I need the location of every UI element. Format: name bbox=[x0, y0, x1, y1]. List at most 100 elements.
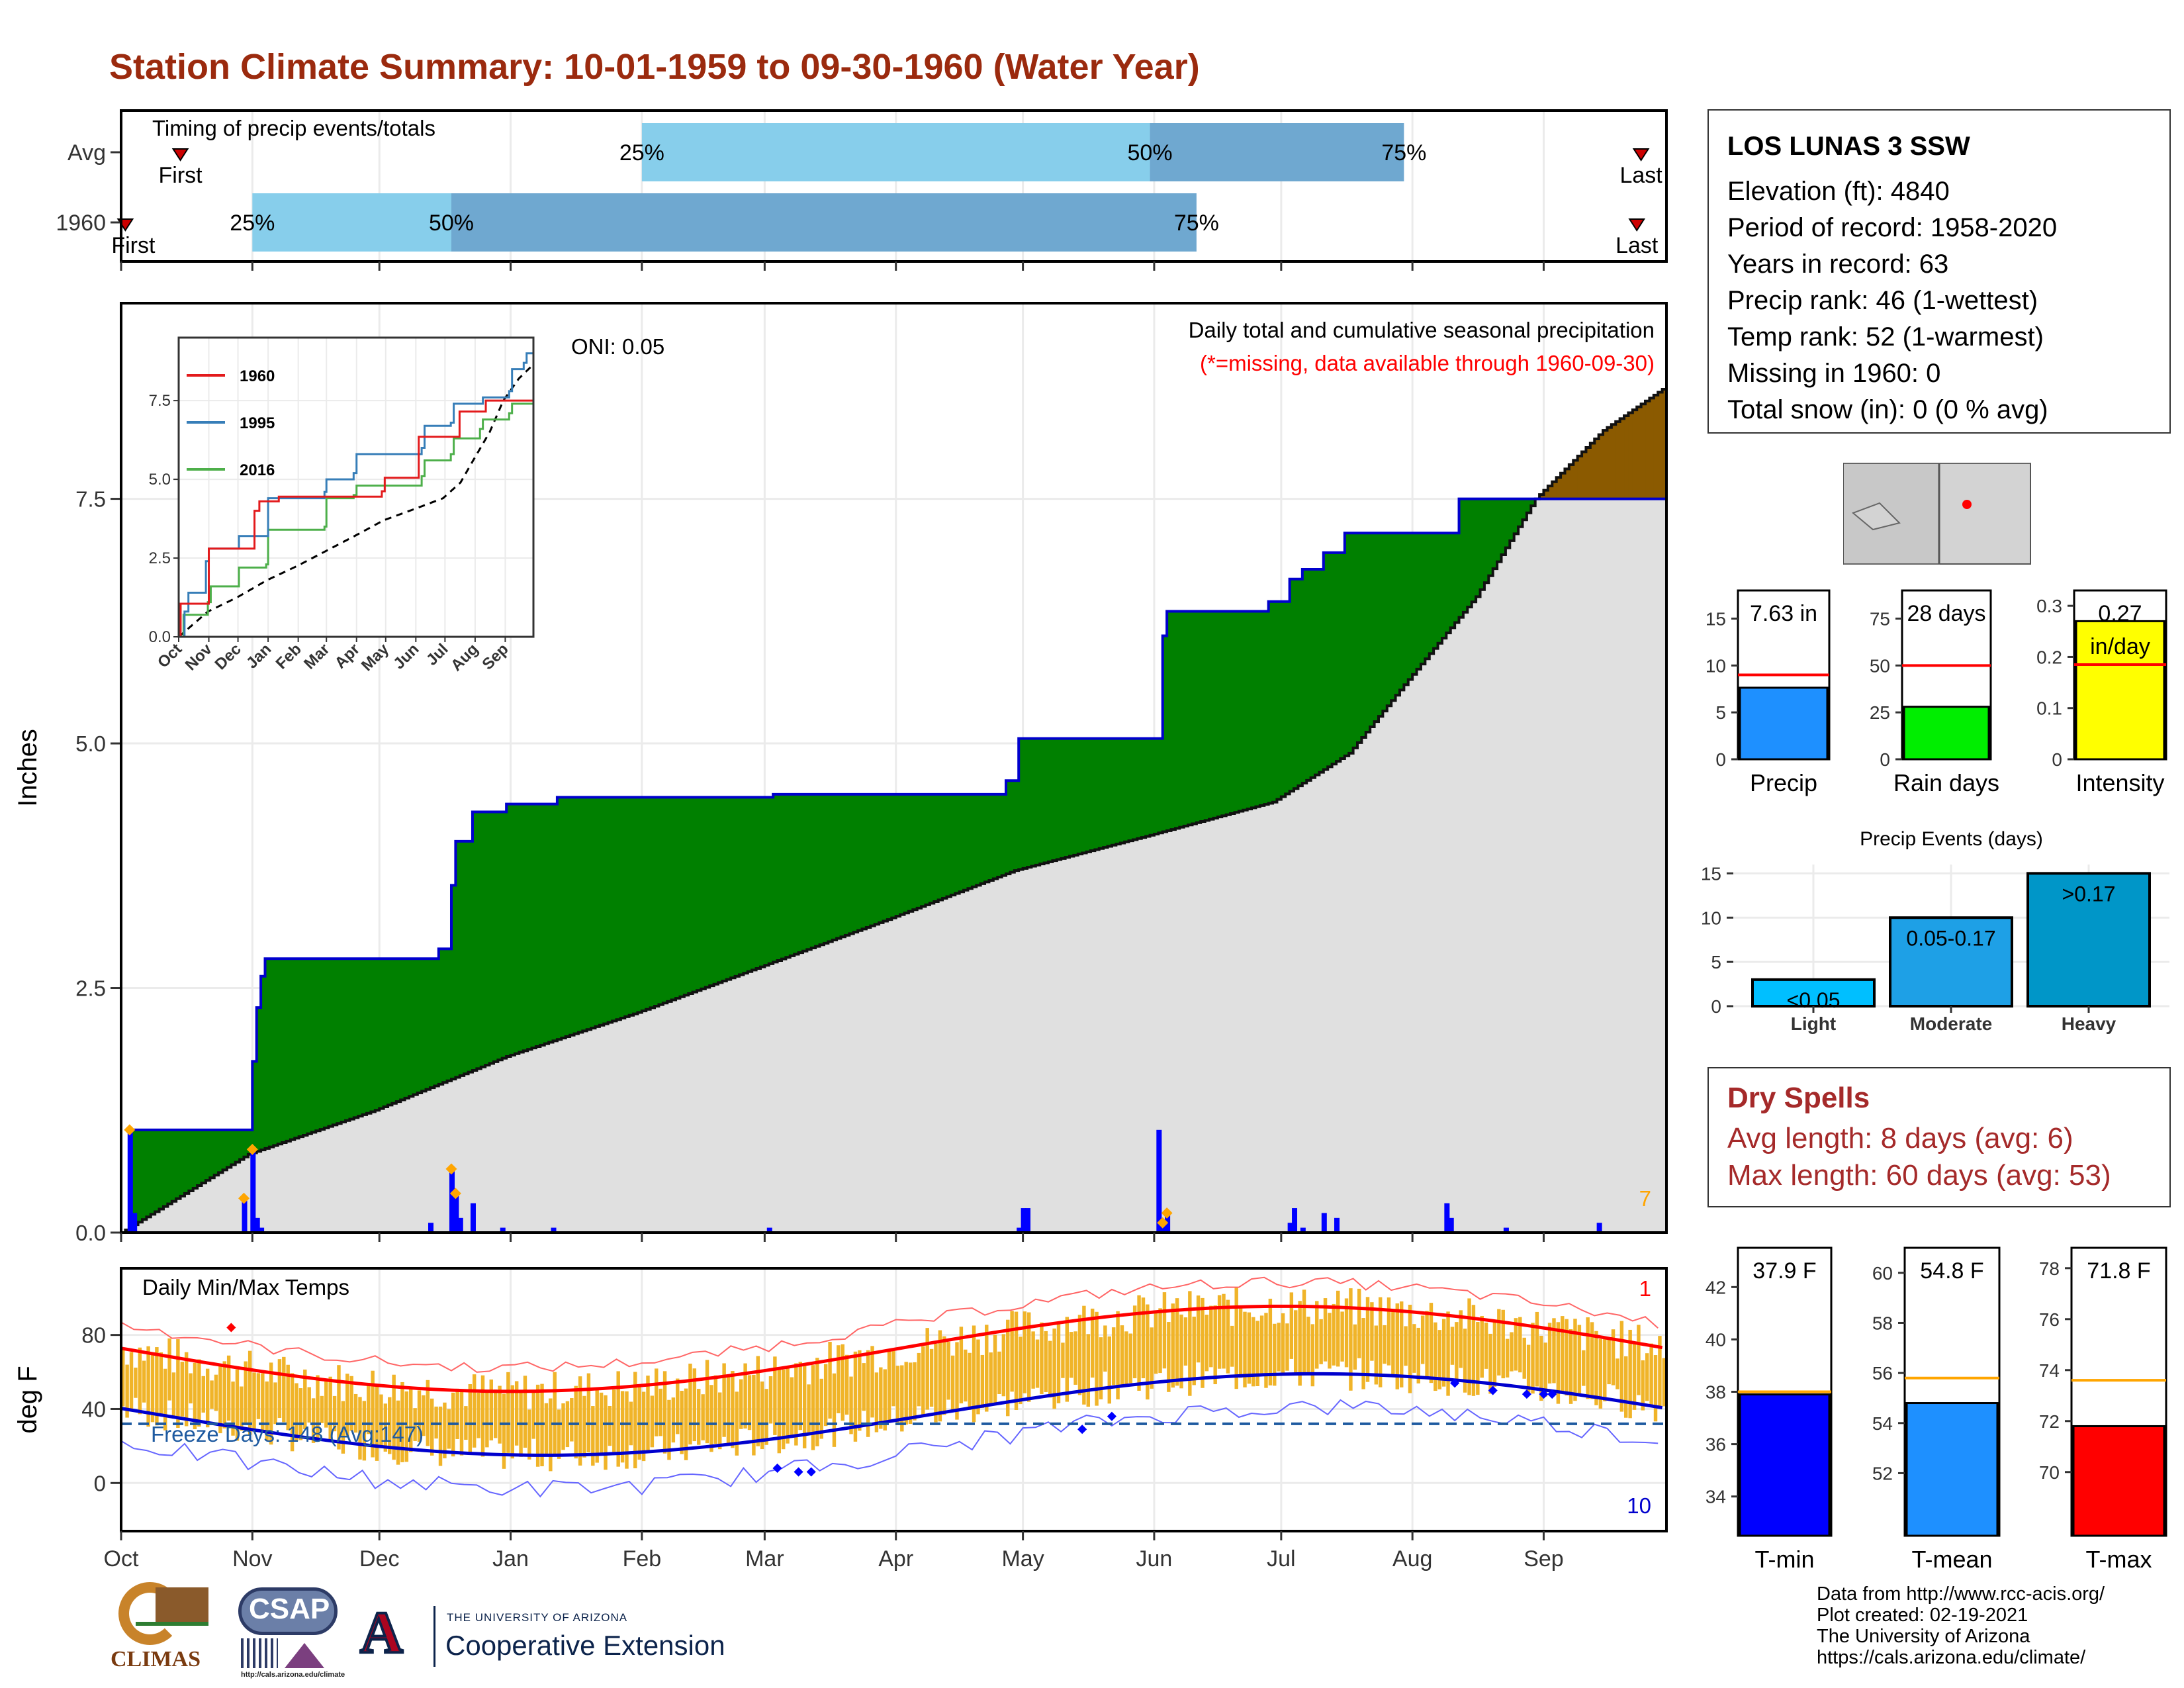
temp-daily-bar bbox=[295, 1383, 298, 1441]
precip-surplus-band bbox=[1383, 533, 1388, 712]
precip-surplus-band bbox=[828, 794, 833, 942]
precip-surplus-band bbox=[1429, 533, 1434, 654]
temp-daily-bar bbox=[616, 1371, 620, 1467]
precip-surplus-band bbox=[968, 794, 973, 889]
temp-daily-bar bbox=[1019, 1336, 1023, 1405]
precip-surplus-band bbox=[1095, 738, 1100, 850]
temp-daily-bar bbox=[404, 1391, 409, 1462]
temp-daily-bar bbox=[231, 1382, 235, 1436]
precip-surplus-band bbox=[1336, 552, 1342, 762]
temp-daily-bar bbox=[599, 1392, 604, 1454]
timing-percent-label: 75% bbox=[1381, 140, 1426, 165]
precip-surplus-band bbox=[1441, 533, 1447, 638]
temp-daily-bar bbox=[1281, 1313, 1285, 1374]
precip-surplus-band bbox=[1213, 611, 1218, 818]
temp-daily-bar bbox=[1645, 1353, 1649, 1401]
temp-daily-bar bbox=[1353, 1324, 1357, 1370]
precip-surplus-band bbox=[218, 1129, 224, 1173]
precip-surplus-band bbox=[1128, 738, 1134, 841]
precip-surplus-band bbox=[586, 797, 592, 1030]
precip-surplus-band bbox=[527, 804, 533, 1050]
temp-daily-bar bbox=[1637, 1325, 1641, 1395]
temp-bar-value-label: 54.8 F bbox=[1920, 1258, 1983, 1284]
precip-surplus-band bbox=[1420, 533, 1426, 665]
temp-daily-bar bbox=[1035, 1339, 1040, 1388]
precip-ytick-label: 0.0 bbox=[75, 1221, 106, 1245]
precip-surplus-band bbox=[265, 959, 270, 1149]
precip-surplus-band bbox=[604, 797, 609, 1024]
temp-daily-bar bbox=[802, 1365, 807, 1448]
precip-surplus-band bbox=[1150, 738, 1155, 835]
temp-daily-bar bbox=[1628, 1329, 1632, 1419]
temp-daily-bar bbox=[1459, 1310, 1463, 1368]
precip-surplus-band bbox=[396, 959, 401, 1102]
temp-daily-bar bbox=[1607, 1339, 1611, 1385]
precip-surplus-band bbox=[815, 794, 821, 947]
inset-average-line bbox=[178, 363, 535, 638]
precip-surplus-band bbox=[1107, 738, 1113, 847]
precip-surplus-band bbox=[620, 797, 625, 1019]
temp-daily-bar bbox=[307, 1387, 311, 1423]
precip-surplus-band bbox=[1510, 498, 1515, 541]
precip-surplus-band bbox=[1162, 635, 1167, 832]
temp-daily-bar bbox=[811, 1365, 815, 1450]
temp-daily-bar bbox=[1450, 1327, 1455, 1365]
timing-last-label: Last bbox=[1615, 233, 1659, 258]
temp-daily-bar bbox=[248, 1350, 252, 1435]
precip-surplus-band bbox=[1349, 533, 1354, 753]
temp-daily-bar bbox=[1510, 1332, 1514, 1372]
temp-daily-bar bbox=[650, 1395, 655, 1448]
credit-data-source: Data from http://www.rcc-acis.org/ bbox=[1817, 1583, 2105, 1605]
credit-url: https://cals.arizona.edu/climate/ bbox=[1817, 1647, 2086, 1668]
precip-deficit-band bbox=[1615, 421, 1621, 499]
timing-percent-label: 75% bbox=[1174, 211, 1219, 236]
precip-surplus-band bbox=[1035, 738, 1040, 865]
precip-surplus-band bbox=[1154, 738, 1159, 835]
temp-daily-bar bbox=[353, 1393, 358, 1433]
month-tick-label: Feb bbox=[623, 1546, 662, 1571]
month-tick-label: Dec bbox=[359, 1546, 399, 1571]
precip-surplus-band bbox=[997, 794, 1003, 878]
precip-daily-bar bbox=[766, 1227, 772, 1233]
temp-daily-bar bbox=[688, 1363, 692, 1445]
temp-daily-bar bbox=[743, 1363, 747, 1429]
temp-daily-bar bbox=[722, 1363, 726, 1437]
precip-surplus-band bbox=[844, 794, 850, 935]
temp-daily-bar bbox=[193, 1362, 197, 1430]
temp-daily-bar bbox=[485, 1391, 489, 1448]
inset-ytick-label: 5.0 bbox=[149, 471, 171, 489]
precip-surplus-band bbox=[731, 797, 736, 978]
precip-surplus-band bbox=[870, 794, 876, 926]
temp-daily-bar bbox=[371, 1370, 375, 1458]
precip-surplus-band bbox=[1344, 533, 1349, 756]
temp-daily-bar bbox=[849, 1376, 853, 1434]
precip-deficit-band bbox=[1611, 424, 1616, 499]
temp-daily-bar bbox=[1433, 1322, 1437, 1391]
temp-daily-bar bbox=[1128, 1333, 1132, 1383]
temp-daily-bar bbox=[815, 1358, 819, 1446]
mini-bar-ytick-label: 75 bbox=[1870, 609, 1890, 630]
precip-surplus-band bbox=[1310, 569, 1316, 778]
temp-daily-bar bbox=[1569, 1329, 1573, 1404]
precip-surplus-band bbox=[832, 794, 837, 941]
precip-deficit-band bbox=[1565, 469, 1570, 499]
precip-surplus-band bbox=[879, 794, 884, 923]
precip-daily-bar bbox=[127, 1129, 133, 1233]
temp-daily-bar bbox=[870, 1346, 874, 1418]
temp-daily-bar bbox=[1095, 1311, 1099, 1406]
temp-daily-bar bbox=[1209, 1305, 1213, 1368]
precip-surplus-band bbox=[862, 794, 867, 929]
precip-surplus-band bbox=[1146, 738, 1151, 837]
precip-surplus-band bbox=[485, 812, 490, 1066]
temp-daily-bar bbox=[676, 1378, 680, 1434]
precip-surplus-band bbox=[451, 885, 456, 1080]
temp-daily-bar bbox=[1213, 1305, 1217, 1385]
precip-surplus-band bbox=[201, 1129, 206, 1184]
temp-bar-ytick-label: 76 bbox=[2039, 1309, 2060, 1330]
temp-daily-bar bbox=[620, 1391, 625, 1463]
temp-ylabel: deg F bbox=[13, 1366, 42, 1433]
precip-surplus-band bbox=[1446, 533, 1451, 633]
precip-surplus-band bbox=[959, 794, 964, 892]
temp-daily-bar bbox=[1492, 1320, 1497, 1387]
month-tick-label: Nov bbox=[232, 1546, 272, 1571]
